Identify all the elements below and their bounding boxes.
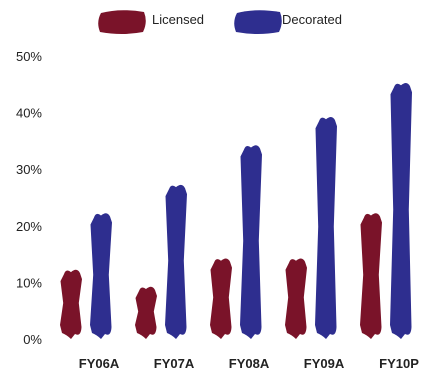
x-tick-label: FY09A bbox=[304, 356, 345, 371]
bar-licensed-fy08a bbox=[210, 258, 232, 339]
x-axis: FY06A FY07A FY08A FY09A FY10P bbox=[79, 356, 419, 371]
x-tick-label: FY07A bbox=[154, 356, 195, 371]
bar-decorated-fy09a bbox=[315, 116, 337, 339]
y-tick-label: 20% bbox=[16, 219, 42, 234]
y-tick-label: 40% bbox=[16, 106, 42, 121]
y-tick-label: 50% bbox=[16, 49, 42, 64]
y-axis: 0% 10% 20% 30% 40% 50% bbox=[16, 49, 42, 347]
legend-label-licensed: Licensed bbox=[152, 12, 204, 27]
bar-decorated-fy06a bbox=[90, 213, 112, 339]
bar-licensed-fy07a bbox=[135, 286, 157, 339]
y-tick-label: 0% bbox=[23, 332, 42, 347]
y-tick-label: 10% bbox=[16, 275, 42, 290]
x-tick-label: FY06A bbox=[79, 356, 120, 371]
legend: Licensed Decorated bbox=[98, 10, 342, 35]
y-tick-label: 30% bbox=[16, 162, 42, 177]
bar-decorated-fy10p bbox=[390, 83, 412, 339]
legend-label-decorated: Decorated bbox=[282, 12, 342, 27]
bar-licensed-fy06a bbox=[60, 269, 82, 339]
x-tick-label: FY10P bbox=[379, 356, 419, 371]
bar-licensed-fy09a bbox=[285, 258, 307, 339]
legend-swatch-decorated bbox=[234, 10, 282, 35]
bar-decorated-fy08a bbox=[240, 145, 262, 339]
x-tick-label: FY08A bbox=[229, 356, 270, 371]
bars bbox=[60, 83, 412, 339]
legend-swatch-licensed bbox=[98, 10, 146, 35]
bar-licensed-fy10p bbox=[360, 213, 382, 339]
bar-decorated-fy07a bbox=[165, 184, 187, 339]
